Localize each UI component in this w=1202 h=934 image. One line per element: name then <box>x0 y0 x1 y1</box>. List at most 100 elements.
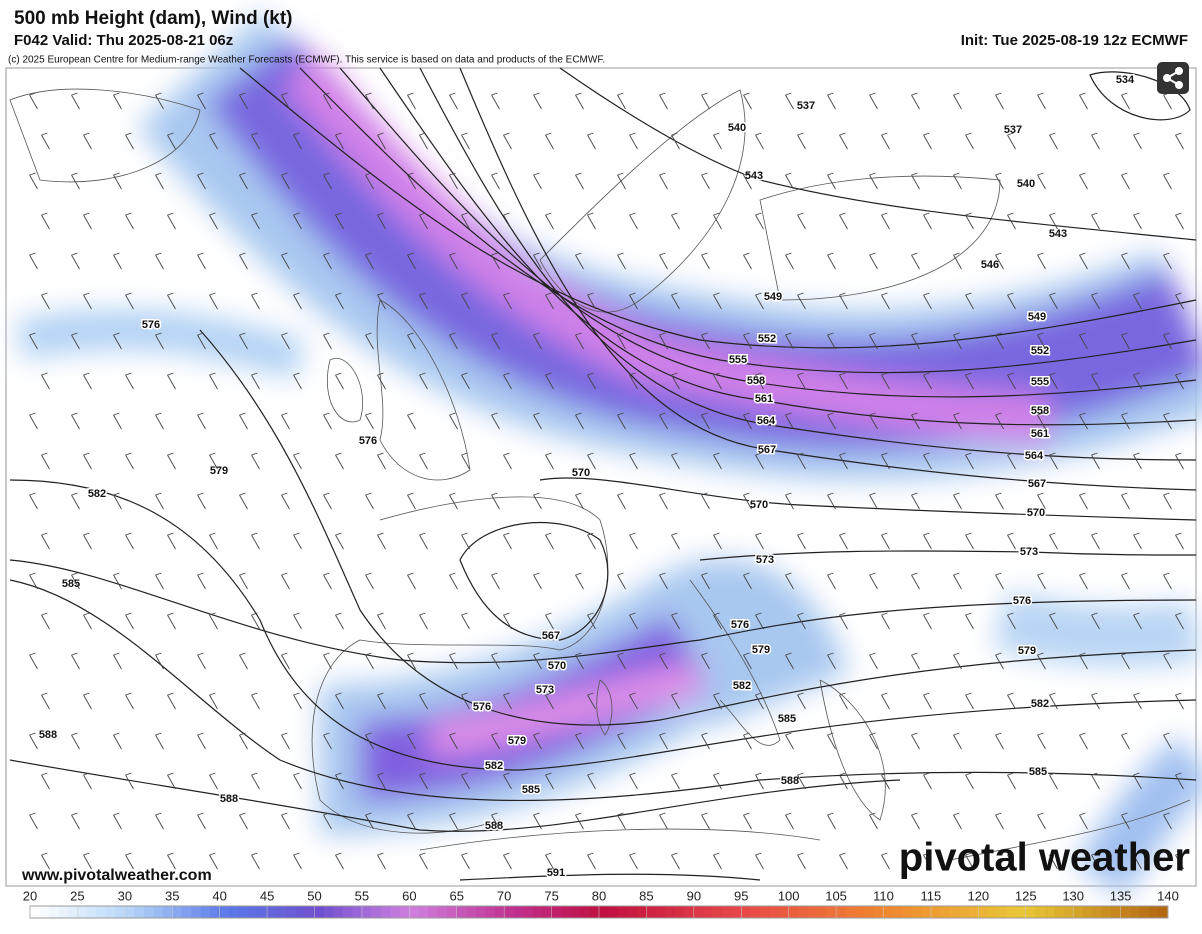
wind-barb <box>839 852 848 870</box>
wind-barb <box>41 452 50 470</box>
colorbar-tick-label: 135 <box>1110 888 1132 903</box>
colorbar-tick-label: 55 <box>355 888 369 903</box>
colorbar-cell <box>523 906 534 918</box>
wind-barb <box>293 132 302 150</box>
wind-barb <box>239 812 248 830</box>
contour-label: 543 <box>745 170 763 182</box>
wind-barb <box>1007 132 1016 150</box>
wind-barb <box>869 252 878 270</box>
colorbar-cell <box>1120 906 1131 918</box>
wind-barb <box>743 332 752 350</box>
wind-barb <box>83 852 92 870</box>
wind-barb <box>545 372 554 390</box>
wind-barb <box>281 732 290 750</box>
wind-barb <box>491 732 500 750</box>
wind-barb <box>281 332 290 350</box>
wind-barb <box>755 852 764 870</box>
wind-barb <box>587 132 596 150</box>
wind-barb <box>701 652 710 670</box>
wind-barb <box>713 372 722 390</box>
wind-barb <box>923 212 932 230</box>
wind-barb <box>491 172 500 190</box>
wind-barb <box>965 212 974 230</box>
wind-barb <box>827 412 836 430</box>
wind-barb <box>839 772 848 790</box>
wind-barb <box>41 612 50 630</box>
colorbar-cell <box>371 906 382 918</box>
wind-barb <box>155 732 164 750</box>
wind-barb <box>197 172 206 190</box>
wind-barb <box>1079 332 1088 350</box>
contour-label: 585 <box>522 784 540 796</box>
wind-barb <box>83 212 92 230</box>
wind-barb <box>995 252 1004 270</box>
wind-barb <box>167 372 176 390</box>
wind-barb <box>293 452 302 470</box>
wind-barb <box>41 532 50 550</box>
contour-label: 576 <box>1013 595 1031 607</box>
colorbar-cell <box>1025 906 1036 918</box>
colorbar-cell <box>722 906 733 918</box>
wind-barb <box>965 452 974 470</box>
colorbar-cell <box>1006 906 1017 918</box>
wind-barb <box>125 852 134 870</box>
wind-barb <box>701 572 710 590</box>
wind-barb <box>545 532 554 550</box>
wind-barb <box>155 652 164 670</box>
colorbar-tick-label: 100 <box>778 888 800 903</box>
wind-barb <box>365 332 374 350</box>
contour-label: 555 <box>729 354 747 366</box>
wind-barb <box>533 492 542 510</box>
wind-barb <box>1163 252 1172 270</box>
wind-barb <box>713 772 722 790</box>
wind-barb <box>701 332 710 350</box>
wind-barb <box>701 732 710 750</box>
wind-barb <box>281 172 290 190</box>
wind-barb <box>1133 292 1142 310</box>
wind-barb <box>755 692 764 710</box>
wind-barb <box>785 732 794 750</box>
colorbar-cell <box>305 906 315 918</box>
colorbar-cell <box>1063 906 1074 918</box>
colorbar-cell <box>959 906 970 918</box>
colorbar-cell <box>200 906 211 918</box>
contour-label: 561 <box>1031 428 1049 440</box>
colorbar-cell <box>978 906 989 918</box>
wind-barb <box>1121 492 1130 510</box>
colorbar-cell <box>636 906 647 918</box>
wind-barb <box>545 132 554 150</box>
wind-barb <box>923 132 932 150</box>
wind-barb <box>797 292 806 310</box>
wind-barb <box>1133 852 1142 870</box>
wind-barb <box>113 572 122 590</box>
wind-barb <box>743 732 752 750</box>
wind-barb <box>659 652 668 670</box>
wind-barb <box>155 252 164 270</box>
wind-barb <box>239 572 248 590</box>
wind-barb <box>785 92 794 110</box>
wind-barb <box>239 332 248 350</box>
wind-barb <box>407 492 416 510</box>
colorbar-cell <box>267 906 278 918</box>
wind-barb <box>701 252 710 270</box>
wind-barb <box>785 492 794 510</box>
wind-barb <box>839 212 848 230</box>
wind-barb <box>1121 572 1130 590</box>
wind-barb <box>125 772 134 790</box>
wind-barb <box>449 332 458 350</box>
share-button[interactable] <box>1157 62 1189 94</box>
wind-barb <box>797 532 806 550</box>
contour-label: 573 <box>1020 546 1038 558</box>
wind-barb <box>743 172 752 190</box>
wind-barb <box>953 572 962 590</box>
wind-barb <box>1007 772 1016 790</box>
wind-barb <box>629 852 638 870</box>
wind-barb <box>449 732 458 750</box>
colorbar-cell <box>874 906 884 918</box>
wind-barb <box>869 172 878 190</box>
wind-barb <box>113 412 122 430</box>
wind-barb <box>407 172 416 190</box>
wind-barb <box>419 452 428 470</box>
wind-barb <box>1133 452 1142 470</box>
colorbar-cell <box>997 906 1008 918</box>
